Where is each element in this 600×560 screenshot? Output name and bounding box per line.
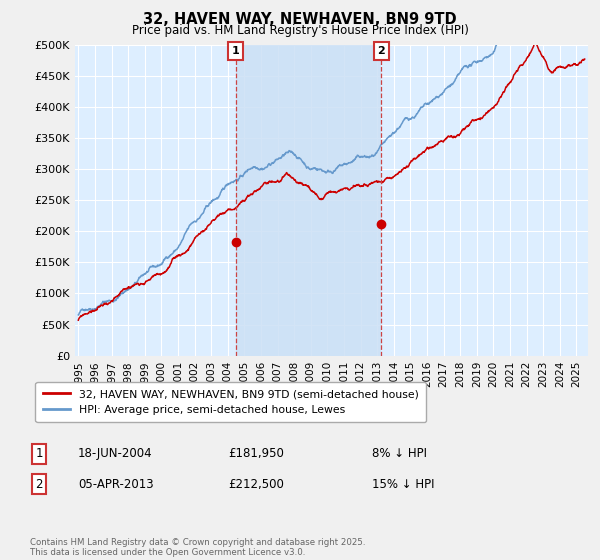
Text: £212,500: £212,500	[228, 478, 284, 491]
Text: 2: 2	[377, 46, 385, 56]
Text: 1: 1	[232, 46, 239, 56]
Text: 2: 2	[35, 478, 43, 491]
Text: 05-APR-2013: 05-APR-2013	[78, 478, 154, 491]
Text: £181,950: £181,950	[228, 447, 284, 460]
Text: Price paid vs. HM Land Registry's House Price Index (HPI): Price paid vs. HM Land Registry's House …	[131, 24, 469, 36]
Legend: 32, HAVEN WAY, NEWHAVEN, BN9 9TD (semi-detached house), HPI: Average price, semi: 32, HAVEN WAY, NEWHAVEN, BN9 9TD (semi-d…	[35, 381, 426, 422]
Text: Contains HM Land Registry data © Crown copyright and database right 2025.
This d: Contains HM Land Registry data © Crown c…	[30, 538, 365, 557]
Text: 15% ↓ HPI: 15% ↓ HPI	[372, 478, 434, 491]
Text: 18-JUN-2004: 18-JUN-2004	[78, 447, 152, 460]
Text: 8% ↓ HPI: 8% ↓ HPI	[372, 447, 427, 460]
Text: 32, HAVEN WAY, NEWHAVEN, BN9 9TD: 32, HAVEN WAY, NEWHAVEN, BN9 9TD	[143, 12, 457, 27]
Text: 1: 1	[35, 447, 43, 460]
Bar	[236, 45, 382, 356]
